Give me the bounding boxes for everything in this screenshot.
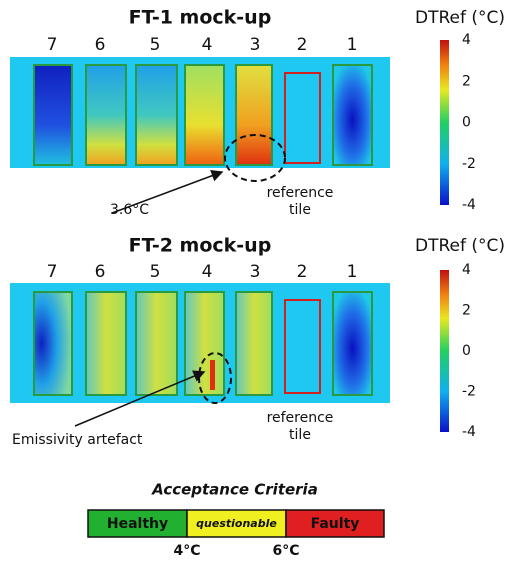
criteria-threshold: 4°C [173,543,200,559]
colorbar-tick: 0 [462,115,471,131]
tile-number: 2 [297,262,308,282]
colorbar-label: DTRef (°C) [415,236,505,256]
thermal-tile [136,292,177,395]
tile-number: 1 [347,35,358,55]
reference-label: reference [267,410,334,426]
thermal-tile [236,292,272,395]
colorbar-tick: 2 [462,73,471,89]
annotation: 3.6°C [110,202,149,218]
criteria-level: questionable [196,517,277,530]
annotation: Emissivity artefact [12,432,143,448]
thermal-tile [34,292,72,395]
tile-number: 2 [297,35,308,55]
tile-number: 5 [150,262,161,282]
colorbar-tick: 4 [462,32,471,48]
tile-number: 3 [250,262,261,282]
colorbar-tick: -2 [462,156,476,172]
colorbar-tick: -2 [462,384,476,400]
thermal-tile [86,292,126,395]
annotation-arrow [112,172,222,213]
criteria-threshold: 6°C [272,543,299,559]
thermal-tile [86,65,126,165]
panel-title: FT-1 mock-up [129,7,272,29]
reference-label: reference [267,185,334,201]
colorbar [440,40,449,205]
thermal-tile [185,65,224,165]
reference-label: tile [289,202,311,218]
tile-number: 1 [347,262,358,282]
tile-number: 6 [95,262,106,282]
criteria-level: Faulty [311,516,360,532]
thermal-tile [333,65,372,165]
colorbar-label: DTRef (°C) [415,8,505,28]
tile-number: 6 [95,35,106,55]
tile-number: 7 [47,35,58,55]
reference-label: tile [289,427,311,443]
colorbar-tick: 0 [462,343,471,359]
tile-number: 4 [202,35,213,55]
tile-number: 7 [47,262,58,282]
colorbar-tick: 2 [462,303,471,319]
colorbar [440,270,449,432]
tile-number: 3 [250,35,261,55]
thermal-tile [236,65,272,165]
artefact-streak [210,360,215,390]
tile-number: 4 [202,262,213,282]
colorbar-tick: -4 [462,197,476,213]
thermal-tile [136,65,177,165]
panel-title: FT-2 mock-up [129,235,272,257]
thermal-tile [185,292,224,395]
criteria-level: Healthy [107,516,168,532]
colorbar-tick: 4 [462,262,471,278]
thermal-tile [34,65,72,165]
colorbar-tick: -4 [462,424,476,440]
criteria-title: Acceptance Criteria [151,481,318,499]
tile-number: 5 [150,35,161,55]
thermal-tile [333,292,372,395]
figure: FT-1 mock-up76543213.6°CreferencetileDTR… [0,0,518,562]
